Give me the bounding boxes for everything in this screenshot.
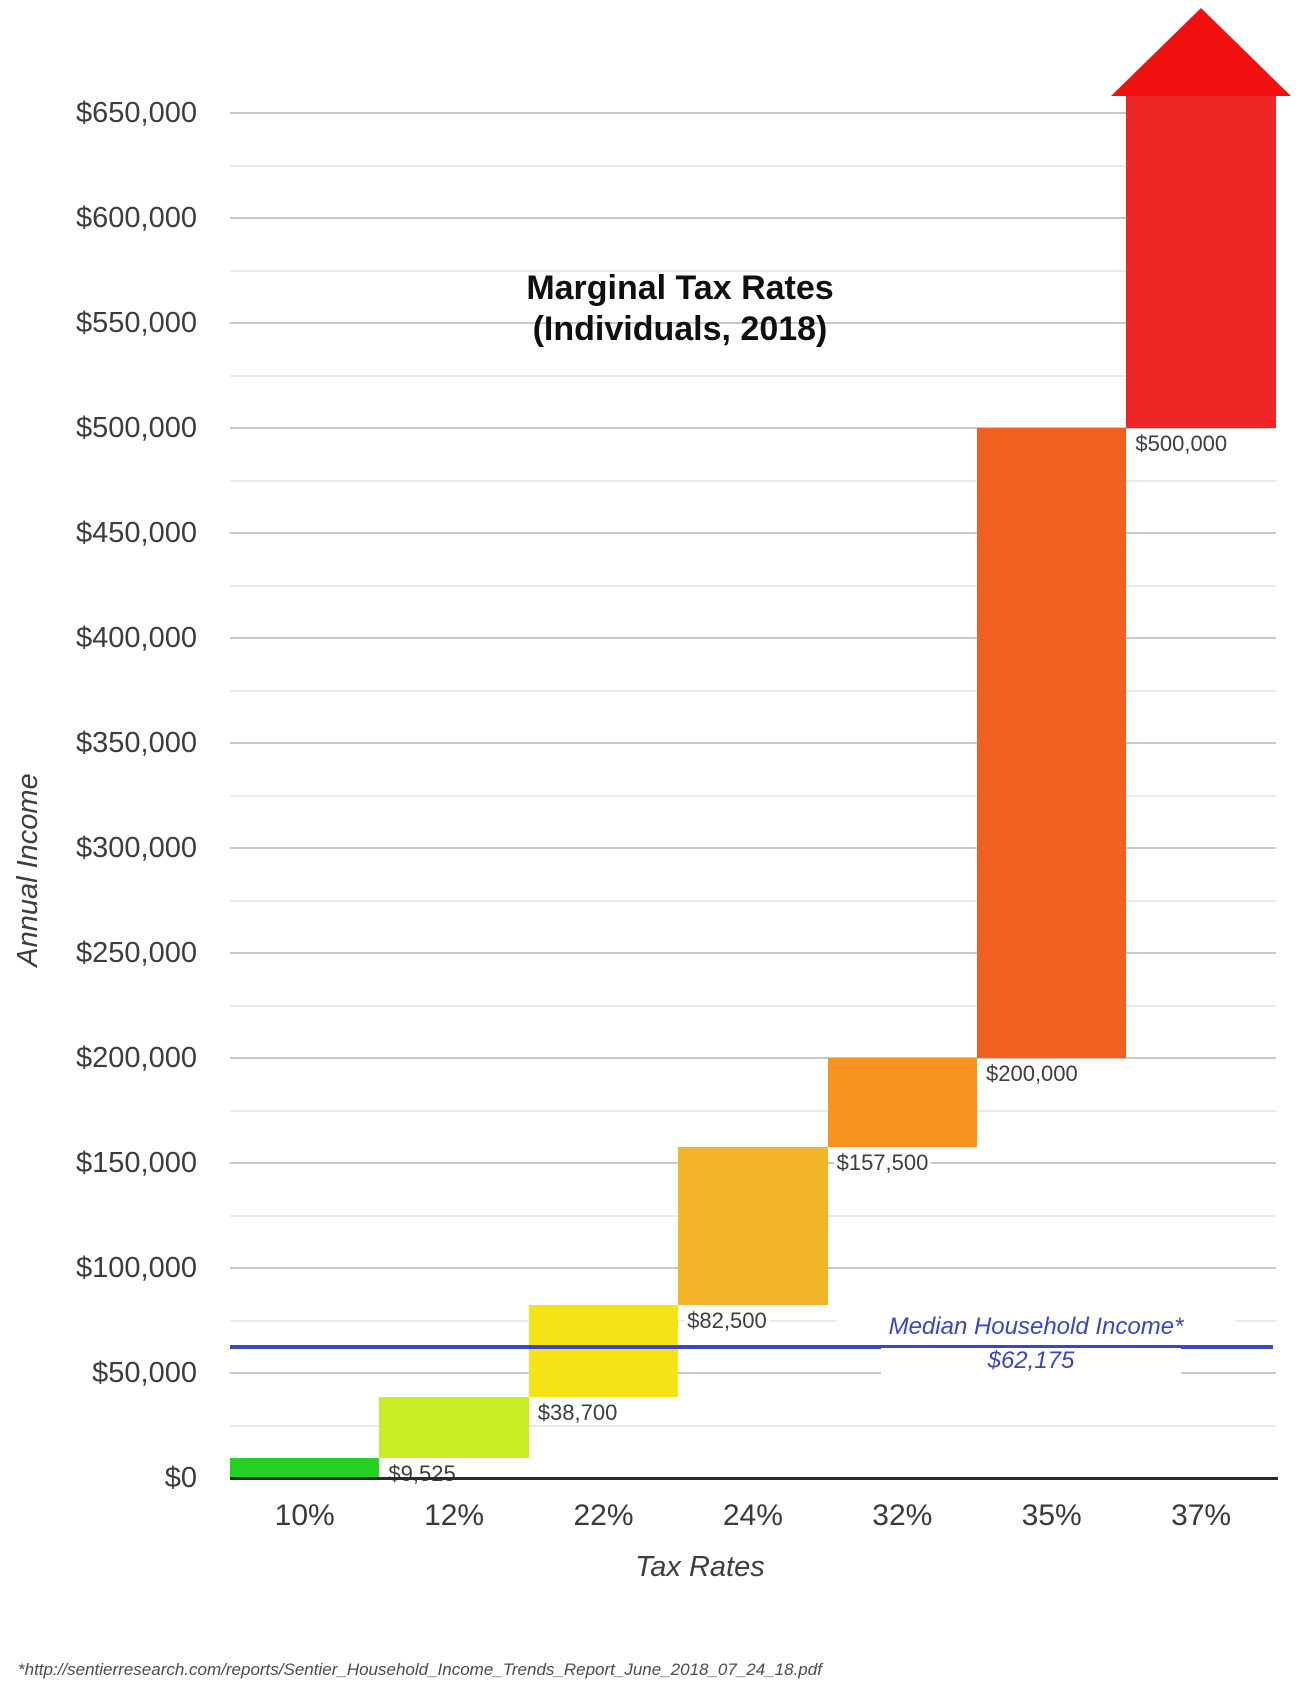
gridline-minor <box>230 1424 1276 1427</box>
y-tick-label: $300,000 <box>76 832 197 864</box>
tax-bracket-bar-10% <box>230 1457 380 1478</box>
y-axis-title: Annual Income <box>12 773 44 967</box>
median-income-value: $62,175 <box>881 1348 1181 1374</box>
y-tick-label: $450,000 <box>76 517 197 549</box>
gridline-minor <box>230 689 1276 692</box>
gridline-minor <box>230 1004 1276 1007</box>
chart-title: Marginal Tax Rates (Individuals, 2018) <box>380 268 980 350</box>
gridline-major <box>230 427 1276 429</box>
y-tick-label: $50,000 <box>92 1357 197 1389</box>
tax-bracket-bar-22% <box>528 1304 679 1397</box>
tax-bracket-bar-35% <box>977 428 1127 1058</box>
x-tick-label: 24% <box>722 1499 783 1532</box>
median-income-line <box>230 1345 1273 1350</box>
y-tick-label: $400,000 <box>76 622 197 654</box>
x-tick-label: 22% <box>573 1499 634 1532</box>
gridline-major <box>230 322 1276 324</box>
chart-title-line-2: (Individuals, 2018) <box>532 310 828 348</box>
y-tick-label: $350,000 <box>76 727 197 759</box>
chart-title-line-1: Marginal Tax Rates <box>526 269 834 307</box>
gridline-minor <box>230 899 1276 902</box>
median-income-label: Median Household Income* <box>836 1314 1236 1340</box>
gridline-major <box>230 847 1276 849</box>
y-tick-label: $200,000 <box>76 1042 197 1074</box>
gridline-minor <box>230 164 1276 167</box>
gridline-major <box>230 742 1276 744</box>
gridline-minor <box>230 794 1276 797</box>
bracket-upper-value-label: $500,000 <box>1132 432 1231 456</box>
gridline-major <box>230 952 1276 954</box>
bracket-upper-value-label: $9,525 <box>385 1461 459 1486</box>
y-tick-label: $250,000 <box>76 937 197 969</box>
y-tick-label: $550,000 <box>76 307 197 339</box>
gridline-major <box>230 637 1276 639</box>
x-tick-label: 10% <box>274 1499 335 1532</box>
x-tick-label: 35% <box>1021 1499 1082 1532</box>
bracket-upper-value-label: $157,500 <box>833 1151 932 1176</box>
gridline-minor <box>230 374 1276 377</box>
y-tick-label: $650,000 <box>76 97 197 129</box>
gridline-minor <box>230 479 1276 482</box>
gridline-major <box>230 112 1276 114</box>
x-tick-label: 37% <box>1171 1499 1232 1532</box>
x-tick-label: 12% <box>424 1499 485 1532</box>
tax-bracket-bar-32% <box>827 1058 977 1148</box>
tax-bracket-bar-24% <box>678 1147 828 1305</box>
gridline-minor <box>230 1109 1276 1112</box>
gridline-major <box>230 532 1276 534</box>
gridline-minor <box>230 584 1276 587</box>
x-axis-title: Tax Rates <box>635 1551 765 1583</box>
x-axis-line <box>230 1477 1278 1480</box>
open-ended-arrow-icon <box>1111 8 1292 96</box>
bracket-upper-value-label: $82,500 <box>684 1308 770 1333</box>
y-tick-label: $150,000 <box>76 1147 197 1179</box>
bracket-upper-value-label: $38,700 <box>534 1400 621 1425</box>
gridline-minor <box>230 269 1276 272</box>
gridline-major <box>230 1057 1276 1059</box>
y-tick-label: $600,000 <box>76 202 197 234</box>
tax-bracket-bar-12% <box>379 1396 529 1458</box>
x-tick-label: 32% <box>872 1499 933 1532</box>
gridline-major <box>230 217 1276 219</box>
y-tick-label: $500,000 <box>76 412 197 444</box>
y-tick-label: $0 <box>164 1462 197 1494</box>
bracket-upper-value-label: $200,000 <box>983 1062 1081 1086</box>
source-footnote: *http://sentierresearch.com/reports/Sent… <box>18 1660 822 1679</box>
y-tick-label: $100,000 <box>76 1252 197 1284</box>
tax-bracket-bar-37% <box>1126 95 1276 428</box>
gridline-major <box>230 1372 1276 1374</box>
